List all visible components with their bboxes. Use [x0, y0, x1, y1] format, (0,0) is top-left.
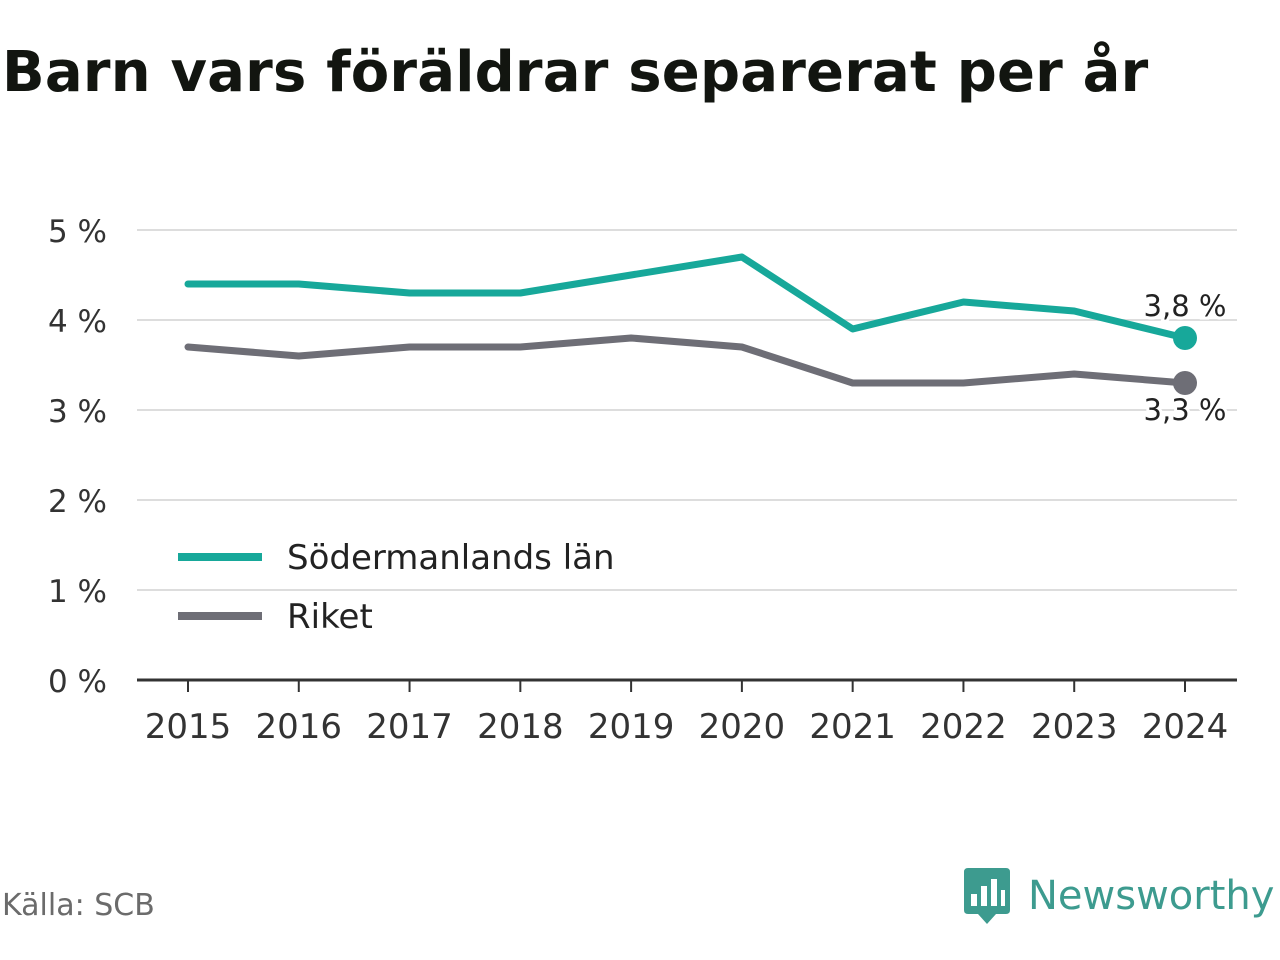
brand-name: Newsworthy — [1028, 873, 1275, 919]
y-tick-label: 0 % — [48, 664, 107, 700]
source-note: Källa: SCB — [2, 888, 155, 923]
newsworthy-logo-icon — [964, 868, 1010, 924]
y-tick-label: 5 % — [48, 214, 107, 250]
legend-label: Riket — [287, 597, 373, 637]
x-tick-label: 2015 — [145, 707, 232, 747]
end-value-label: 3,3 % — [1144, 393, 1227, 427]
y-tick-label: 2 % — [48, 484, 107, 520]
x-tick-label: 2022 — [920, 707, 1007, 747]
end-value-label: 3,8 % — [1144, 289, 1227, 323]
x-tick-label: 2018 — [477, 707, 564, 747]
legend-label: Södermanlands län — [287, 538, 615, 578]
x-tick-label: 2024 — [1142, 707, 1229, 747]
x-tick-label: 2017 — [366, 707, 453, 747]
series-line — [184, 334, 1189, 387]
x-tick-label: 2016 — [256, 707, 343, 747]
series-end-point — [1173, 326, 1197, 350]
x-tick-label: 2021 — [809, 707, 896, 747]
series-line — [184, 253, 1189, 342]
y-tick-label: 3 % — [48, 394, 107, 430]
x-tick-label: 2020 — [699, 707, 786, 747]
y-tick-label: 1 % — [48, 574, 107, 610]
x-tick-label: 2019 — [588, 707, 675, 747]
chart-title: Barn vars föräldrar separerat per år — [2, 40, 1149, 105]
y-tick-label: 4 % — [48, 304, 107, 340]
series-end-point — [1173, 371, 1197, 395]
brand-logo: Newsworthy — [962, 864, 1274, 928]
x-tick-label: 2023 — [1031, 707, 1118, 747]
